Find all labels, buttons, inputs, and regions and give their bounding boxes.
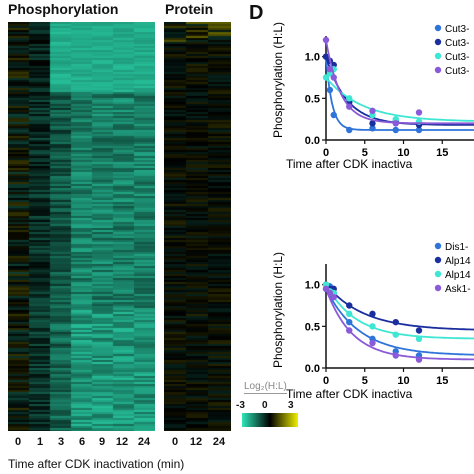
data-point-0-3-5 (392, 120, 399, 127)
data-point-1-2-5 (392, 331, 399, 338)
x-tick-label-1-2: 10 (397, 375, 409, 387)
data-point-0-1-4 (369, 120, 376, 127)
phospho-heatmap (8, 22, 155, 431)
y-tick-label-1-2: 1.0 (305, 280, 320, 292)
y-tick-label-0-1: 0.5 (305, 93, 320, 105)
data-point-1-3-4 (369, 339, 376, 347)
phospho-tick-3: 3 (57, 436, 65, 448)
colorbar-tick-low: -3 (236, 400, 245, 411)
legend-label-1-1: Alp14 (445, 256, 471, 267)
y-tick-label-1-1: 0.5 (305, 321, 320, 333)
data-point-0-3-1 (326, 65, 334, 73)
legend-marker-1-1 (434, 256, 442, 264)
data-point-0-0-1 (326, 86, 334, 94)
colorbar-gradient (242, 413, 298, 427)
protein-title: Protein (165, 1, 214, 17)
data-point-1-3-0 (322, 285, 330, 293)
data-point-0-2-0 (322, 74, 330, 81)
data-point-0-3-2 (330, 74, 337, 81)
legend-marker-0-2 (434, 52, 442, 60)
colorbar-title: Log₂(H:L) (244, 381, 287, 394)
data-point-0-3-4 (369, 107, 376, 115)
x-axis-label-0: Time after CDK inactiva (286, 157, 413, 171)
data-point-0-0-4 (369, 125, 376, 132)
panel-d-charts: 0.0 0.5 1.0 0 5 10 15 Phosphorylation (H:L) Time… (271, 22, 474, 401)
data-point-0-3-3 (346, 103, 353, 110)
protein-tick-0: 0 (171, 436, 179, 448)
x-tick-label-1-1: 5 (362, 375, 368, 387)
protein-tick-12: 12 (189, 436, 203, 448)
data-point-1-3-6 (415, 356, 423, 363)
legend-label-0-0: Cut3- (445, 24, 469, 35)
y-axis-label-0: Phosphorylation (H:L) (271, 22, 285, 138)
protein-heatmap (164, 22, 231, 431)
data-point-0-0-3 (346, 126, 353, 134)
data-point-1-3-3 (346, 327, 353, 334)
data-point-0-0-5 (392, 126, 399, 134)
x-tick-label-0-3: 15 (436, 147, 448, 159)
legend-marker-0-3 (434, 66, 442, 74)
legend-label-0-2: Cut3- (445, 52, 469, 63)
data-point-1-3-1 (326, 289, 334, 297)
phospho-tick-9: 9 (98, 436, 106, 448)
panel-label: D (249, 2, 264, 24)
legend-marker-1-2 (434, 270, 442, 278)
colorbar-title-text: Log₂(H:L) (244, 381, 287, 392)
data-point-0-0-2 (330, 111, 337, 119)
data-point-1-0-3 (346, 318, 353, 326)
y-tick-label-0-2: 1.0 (305, 52, 320, 64)
data-point-0-0-6 (415, 126, 423, 134)
x-tick-label-0-1: 5 (362, 147, 368, 159)
colorbar-ticks: -3 0 3 (236, 400, 300, 412)
data-point-1-3-5 (392, 352, 399, 359)
data-point-1-2-6 (415, 335, 423, 343)
legend-marker-0-1 (434, 38, 442, 46)
phospho-tick-24: 24 (137, 436, 151, 448)
data-point-1-1-5 (392, 318, 399, 326)
data-point-1-1-4 (369, 310, 376, 318)
phospho-title: Phosphorylation (8, 1, 119, 17)
x-axis-label-1: Time after CDK inactiva (286, 387, 413, 401)
phospho-tick-1: 1 (36, 436, 44, 448)
legend-label-1-0: Dis1- (445, 242, 468, 253)
phospho-tick-0: 0 (14, 436, 22, 448)
colorbar-tick-mid: 0 (262, 400, 268, 411)
x-tick-label-1-0: 0 (323, 375, 329, 387)
data-point-1-1-6 (415, 327, 423, 334)
legend-marker-1-0 (434, 242, 442, 250)
data-point-1-2-4 (369, 323, 376, 330)
legend-label-0-1: Cut3- (445, 38, 469, 49)
data-point-0-1-0 (322, 53, 330, 60)
x-tick-label-0-0: 0 (323, 147, 329, 159)
data-point-1-2-3 (346, 310, 353, 318)
data-point-1-1-3 (346, 302, 353, 309)
y-tick-label-0-0: 0.0 (305, 135, 320, 147)
y-tick-label-1-0: 0.0 (305, 363, 320, 375)
phospho-tick-12: 12 (115, 436, 129, 448)
legend-marker-0-0 (434, 24, 442, 32)
data-point-0-2-3 (346, 95, 353, 102)
legend-label-1-3: Ask1- (445, 284, 471, 295)
data-point-0-3-6 (415, 109, 423, 116)
legend-label-1-2: Alp14 (445, 270, 471, 281)
x-tick-label-0-2: 10 (397, 147, 409, 159)
heatmap-xlabel: Time after CDK inactivation (min) (8, 457, 185, 471)
colorbar-tick-high: 3 (288, 400, 294, 411)
legend-marker-1-3 (434, 284, 442, 292)
y-axis-label-1: Phosphorylation (H:L) (271, 252, 285, 368)
protein-tick-24: 24 (212, 436, 226, 448)
data-point-1-3-2 (330, 293, 337, 301)
x-tick-label-1-3: 15 (436, 375, 448, 387)
data-point-0-3-0 (322, 36, 330, 44)
phospho-tick-6: 6 (78, 436, 86, 448)
legend-label-0-3: Cut3- (445, 66, 469, 77)
